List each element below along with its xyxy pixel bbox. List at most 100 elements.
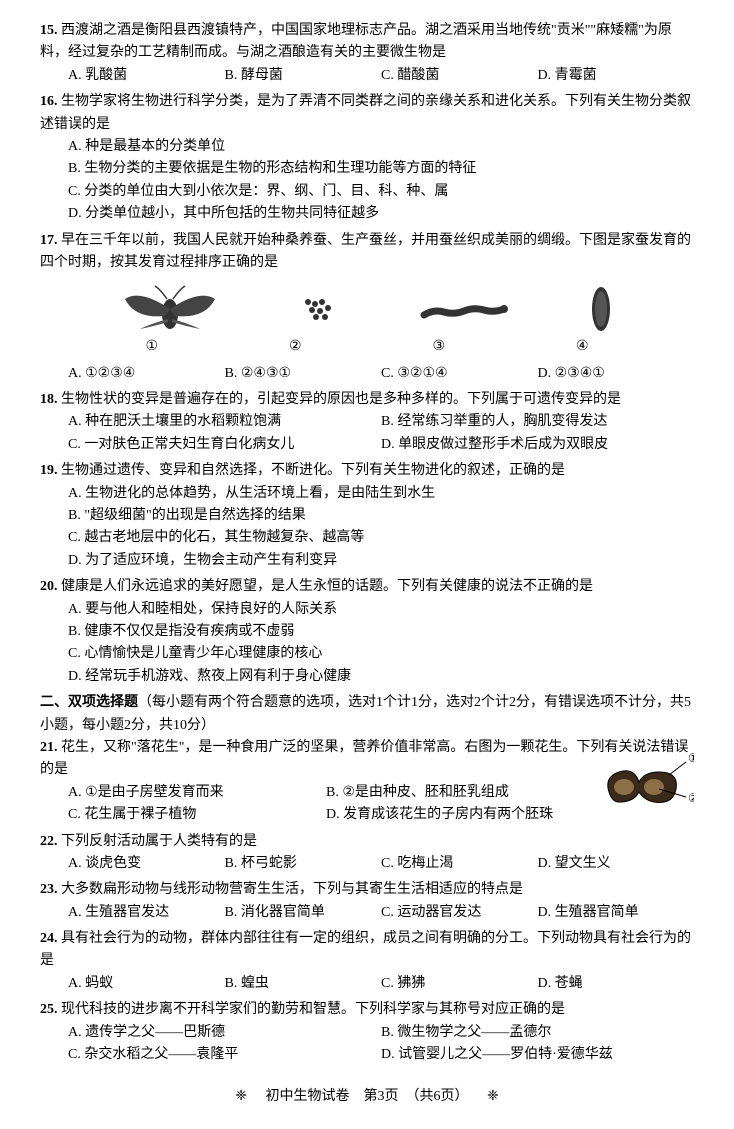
q24-num: 24.	[40, 931, 58, 946]
question-16: 16. 生物学家将生物进行科学分类，是为了弄清不同类群之间的亲缘关系和进化关系。…	[40, 91, 694, 225]
q17-opt-d: D. ②③④①	[538, 363, 695, 385]
q22-num: 22.	[40, 834, 58, 849]
q18-opt-d: D. 单眼皮做过整形手术后成为双眼皮	[381, 434, 694, 456]
fig-label-2: ②	[289, 336, 302, 358]
q23-opt-d: D. 生殖器官简单	[538, 902, 695, 924]
q16-text: 生物学家将生物进行科学分类，是为了弄清不同类群之间的亲缘关系和进化关系。下列有关…	[40, 94, 691, 131]
section-2-title: 二、双项选择题	[40, 695, 138, 710]
moth-icon	[120, 284, 220, 334]
q21-opt-c: C. 花生属于裸子植物	[68, 804, 326, 826]
q16-opt-d: D. 分类单位越小，其中所包括的生物共同特征越多	[68, 203, 694, 225]
question-20: 20. 健康是人们永远追求的美好愿望，是人生永恒的话题。下列有关健康的说法不正确…	[40, 576, 694, 688]
fig-label-4: ④	[576, 336, 589, 358]
question-21: 21. 花生，又称"落花生"，是一种食用广泛的坚果，营养价值非常高。右图为一颗花…	[40, 737, 694, 827]
q20-opt-a: A. 要与他人和睦相处，保持良好的人际关系	[68, 599, 694, 621]
q15-opt-a: A. 乳酸菌	[68, 65, 225, 87]
q21-opt-b: B. ②是由种皮、胚和胚乳组成	[326, 782, 584, 804]
q24-opt-a: A. 蚂蚁	[68, 973, 225, 995]
q17-text: 早在三千年以前，我国人民就开始种桑养蚕、生产蚕丝，并用蚕丝织成美丽的绸缎。下图是…	[40, 233, 691, 270]
larva-icon	[419, 297, 509, 322]
q15-opt-b: B. 酵母菌	[225, 65, 382, 87]
q25-opt-b: B. 微生物学之父——孟德尔	[381, 1022, 694, 1044]
question-18: 18. 生物性状的变异是普遍存在的，引起变异的原因也是多种多样的。下列属于可遗传…	[40, 389, 694, 456]
q21-opt-a: A. ①是由子房壁发育而来	[68, 782, 326, 804]
q18-text: 生物性状的变异是普遍存在的，引起变异的原因也是多种多样的。下列属于可遗传变异的是	[61, 392, 621, 407]
q20-opt-c: C. 心情愉快是儿童青少年心理健康的核心	[68, 643, 694, 665]
section-2-desc: （每小题有两个符合题意的选项，选对1个计1分，选对2个计2分，有错误选项不计分，…	[40, 695, 691, 732]
page-footer: ❈ 初中生物试卷 第3页 （共6页） ❈	[40, 1086, 694, 1108]
q20-text: 健康是人们永远追求的美好愿望，是人生永恒的话题。下列有关健康的说法不正确的是	[61, 579, 593, 594]
q19-opt-d: D. 为了适应环境，生物会主动产生有利变异	[68, 550, 694, 572]
q17-opt-b: B. ②④③①	[225, 363, 382, 385]
question-23: 23. 大多数扁形动物与线形动物营寄生生活，下列与其寄生生活相适应的特点是 A.…	[40, 879, 694, 924]
q20-options: A. 要与他人和睦相处，保持良好的人际关系 B. 健康不仅仅是指没有疾病或不虚弱…	[40, 599, 694, 689]
q25-opt-c: C. 杂交水稻之父——袁隆平	[68, 1044, 381, 1066]
q20-opt-d: D. 经常玩手机游戏、熬夜上网有利于身心健康	[68, 666, 694, 688]
q25-options: A. 遗传学之父——巴斯德 B. 微生物学之父——孟德尔 C. 杂交水稻之父——…	[40, 1022, 694, 1067]
footer-text: 初中生物试卷 第3页 （共6页）	[266, 1089, 469, 1104]
q15-text: 西渡湖之酒是衡阳县西渡镇特产，中国国家地理标志产品。湖之酒采用当地传统"贡米""…	[40, 23, 672, 60]
fig-label-1: ①	[145, 336, 158, 358]
question-22: 22. 下列反射活动属于人类特有的是 A. 谈虎色变 B. 杯弓蛇影 C. 吃梅…	[40, 831, 694, 876]
q23-text: 大多数扁形动物与线形动物营寄生生活，下列与其寄生生活相适应的特点是	[61, 882, 523, 897]
silkworm-figures	[40, 284, 694, 334]
q24-text: 具有社会行为的动物，群体内部往往有一定的组织，成员之间有明确的分工。下列动物具有…	[40, 931, 691, 968]
q18-opt-c: C. 一对肤色正常夫妇生育白化病女儿	[68, 434, 381, 456]
q21-num: 21.	[40, 740, 58, 755]
figure-labels: ① ② ③ ④	[40, 336, 694, 358]
q17-num: 17.	[40, 233, 58, 248]
q23-num: 23.	[40, 882, 58, 897]
eggs-icon	[300, 294, 340, 324]
peanut-icon: ① ②	[594, 747, 694, 817]
fig-label-3: ③	[432, 336, 445, 358]
q16-opt-b: B. 生物分类的主要依据是生物的形态结构和生理功能等方面的特征	[68, 158, 694, 180]
q16-opt-a: A. 种是最基本的分类单位	[68, 136, 694, 158]
question-19: 19. 生物通过遗传、变异和自然选择，不断进化。下列有关生物进化的叙述，正确的是…	[40, 460, 694, 572]
q22-opt-b: B. 杯弓蛇影	[225, 853, 382, 875]
q22-opt-a: A. 谈虎色变	[68, 853, 225, 875]
q25-text: 现代科技的进步离不开科学家们的勤劳和智慧。下列科学家与其称号对应正确的是	[61, 1002, 565, 1017]
question-25: 25. 现代科技的进步离不开科学家们的勤劳和智慧。下列科学家与其称号对应正确的是…	[40, 999, 694, 1066]
deco-right-icon: ❈	[487, 1086, 499, 1108]
q19-options: A. 生物进化的总体趋势，从生活环境上看，是由陆生到水生 B. "超级细菌"的出…	[40, 483, 694, 573]
q24-opt-b: B. 蝗虫	[225, 973, 382, 995]
q23-opt-b: B. 消化器官简单	[225, 902, 382, 924]
q15-options: A. 乳酸菌 B. 酵母菌 C. 醋酸菌 D. 青霉菌	[40, 65, 694, 87]
q20-opt-b: B. 健康不仅仅是指没有疾病或不虚弱	[68, 621, 694, 643]
q20-num: 20.	[40, 579, 58, 594]
q22-opt-c: C. 吃梅止渴	[381, 853, 538, 875]
q19-text: 生物通过遗传、变异和自然选择，不断进化。下列有关生物进化的叙述，正确的是	[61, 463, 565, 478]
q22-text: 下列反射活动属于人类特有的是	[61, 834, 257, 849]
q24-opt-d: D. 苍蝇	[538, 973, 695, 995]
q16-opt-c: C. 分类的单位由大到小依次是：界、纲、门、目、科、种、属	[68, 181, 694, 203]
peanut-label-2: ②	[688, 791, 694, 805]
deco-left-icon: ❈	[235, 1086, 247, 1108]
q18-num: 18.	[40, 392, 58, 407]
q18-opt-a: A. 种在肥沃土壤里的水稻颗粒饱满	[68, 411, 381, 433]
q17-opt-c: C. ③②①④	[381, 363, 538, 385]
q16-num: 16.	[40, 94, 58, 109]
q18-options: A. 种在肥沃土壤里的水稻颗粒饱满 B. 经常练习举重的人，胸肌变得发达 C. …	[40, 411, 694, 456]
question-17: 17. 早在三千年以前，我国人民就开始种桑养蚕、生产蚕丝，并用蚕丝织成美丽的绸缎…	[40, 230, 694, 386]
q24-opt-c: C. 狒狒	[381, 973, 538, 995]
q19-opt-c: C. 越古老地层中的化石，其生物越复杂、越高等	[68, 527, 694, 549]
q23-opt-a: A. 生殖器官发达	[68, 902, 225, 924]
pupa-icon	[589, 284, 614, 334]
q24-options: A. 蚂蚁 B. 蝗虫 C. 狒狒 D. 苍蝇	[40, 973, 694, 995]
q22-opt-d: D. 望文生义	[538, 853, 695, 875]
question-24: 24. 具有社会行为的动物，群体内部往往有一定的组织，成员之间有明确的分工。下列…	[40, 928, 694, 995]
q19-opt-b: B. "超级细菌"的出现是自然选择的结果	[68, 505, 694, 527]
question-15: 15. 西渡湖之酒是衡阳县西渡镇特产，中国国家地理标志产品。湖之酒采用当地传统"…	[40, 20, 694, 87]
q17-options: A. ①②③④ B. ②④③① C. ③②①④ D. ②③④①	[40, 363, 694, 385]
q25-num: 25.	[40, 1002, 58, 1017]
section-2-header: 二、双项选择题（每小题有两个符合题意的选项，选对1个计1分，选对2个计2分，有错…	[40, 692, 694, 737]
q25-opt-a: A. 遗传学之父——巴斯德	[68, 1022, 381, 1044]
q18-opt-b: B. 经常练习举重的人，胸肌变得发达	[381, 411, 694, 433]
q16-options: A. 种是最基本的分类单位 B. 生物分类的主要依据是生物的形态结构和生理功能等…	[40, 136, 694, 226]
q19-num: 19.	[40, 463, 58, 478]
q19-opt-a: A. 生物进化的总体趋势，从生活环境上看，是由陆生到水生	[68, 483, 694, 505]
q22-options: A. 谈虎色变 B. 杯弓蛇影 C. 吃梅止渴 D. 望文生义	[40, 853, 694, 875]
q15-num: 15.	[40, 23, 58, 38]
q25-opt-d: D. 试管婴儿之父——罗伯特·爱德华兹	[381, 1044, 694, 1066]
q15-opt-d: D. 青霉菌	[538, 65, 695, 87]
